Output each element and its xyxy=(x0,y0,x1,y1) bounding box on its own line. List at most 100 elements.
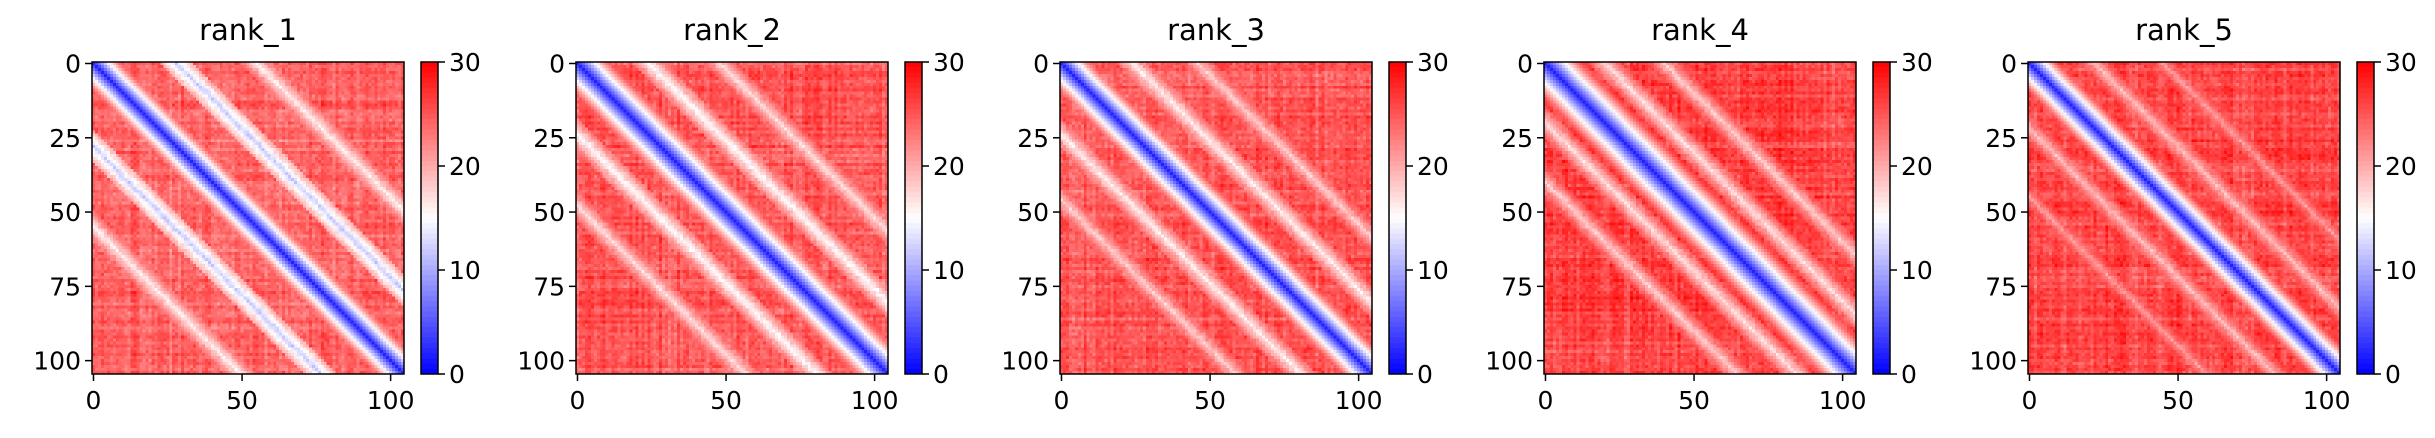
heatmap-cell xyxy=(336,104,339,107)
heatmap-cell xyxy=(241,83,244,86)
heatmap-cell xyxy=(107,92,110,95)
heatmap-cell xyxy=(353,80,356,83)
heatmap-cell xyxy=(398,68,401,71)
heatmap-cell xyxy=(318,92,321,95)
heatmap-cell xyxy=(270,77,273,80)
heatmap-cell xyxy=(175,110,178,113)
heatmap-cell xyxy=(131,110,134,113)
heatmap-cell xyxy=(303,124,306,127)
heatmap-cell xyxy=(327,107,330,110)
heatmap-cell xyxy=(321,127,324,130)
heatmap-cell xyxy=(244,77,247,80)
heatmap-cell xyxy=(163,98,166,101)
heatmap-cell xyxy=(187,101,190,104)
heatmap-cell xyxy=(128,83,131,86)
heatmap-cell xyxy=(238,104,241,107)
heatmap-cell xyxy=(143,130,146,133)
heatmap-cell xyxy=(339,115,342,118)
heatmap-cell xyxy=(392,77,395,80)
heatmap-cell xyxy=(300,124,303,127)
heatmap-cell xyxy=(249,89,252,92)
heatmap-cell xyxy=(315,113,318,116)
heatmap-cell xyxy=(143,113,146,116)
heatmap-cell xyxy=(255,121,258,124)
heatmap-cell xyxy=(321,65,324,68)
heatmap-cell xyxy=(398,89,401,92)
heatmap-cell xyxy=(172,95,175,98)
heatmap-cell xyxy=(122,86,125,89)
heatmap-cell xyxy=(333,74,336,77)
heatmap-cell xyxy=(145,86,148,89)
heatmap-cell xyxy=(229,124,232,127)
heatmap-cell xyxy=(128,98,131,101)
heatmap-cell xyxy=(178,121,181,124)
heatmap-cell xyxy=(131,118,134,121)
heatmap-cell xyxy=(110,74,113,77)
heatmap-cell xyxy=(131,121,134,124)
heatmap-cell xyxy=(333,65,336,68)
heatmap-cell xyxy=(151,98,154,101)
heatmap-cell xyxy=(95,74,98,77)
heatmap-cell xyxy=(351,127,354,130)
heatmap-cell xyxy=(140,121,143,124)
heatmap-cell xyxy=(119,115,122,118)
heatmap-cell xyxy=(264,104,267,107)
heatmap-cell xyxy=(107,127,110,130)
heatmap-cell xyxy=(348,113,351,116)
heatmap-cell xyxy=(238,115,241,118)
heatmap-cell xyxy=(148,95,151,98)
heatmap-cell xyxy=(175,101,178,104)
heatmap-cell xyxy=(95,121,98,124)
heatmap-cell xyxy=(166,92,169,95)
heatmap-cell xyxy=(169,127,172,130)
heatmap-cell xyxy=(175,77,178,80)
heatmap-cell xyxy=(386,68,389,71)
heatmap-cell xyxy=(211,95,214,98)
heatmap-cell xyxy=(226,86,229,89)
heatmap-cell xyxy=(116,107,119,110)
heatmap-cell xyxy=(122,104,125,107)
heatmap-cell xyxy=(342,124,345,127)
heatmap-cell xyxy=(327,89,330,92)
heatmap-cell xyxy=(309,77,312,80)
heatmap-cell xyxy=(110,86,113,89)
heatmap-cell xyxy=(386,118,389,121)
heatmap-cell xyxy=(113,89,116,92)
heatmap-cell xyxy=(330,124,333,127)
heatmap-cell xyxy=(211,115,214,118)
heatmap-cell xyxy=(244,89,247,92)
heatmap-cell xyxy=(131,80,134,83)
heatmap-cell xyxy=(196,95,199,98)
heatmap-cell xyxy=(380,104,383,107)
heatmap-cell xyxy=(339,74,342,77)
heatmap-cell xyxy=(235,124,238,127)
heatmap-cell xyxy=(166,68,169,71)
heatmap-cell xyxy=(163,127,166,130)
heatmap-cell xyxy=(244,113,247,116)
heatmap-cell xyxy=(351,98,354,101)
heatmap-cell xyxy=(226,110,229,113)
heatmap-cell xyxy=(178,74,181,77)
heatmap-cell xyxy=(217,104,220,107)
heatmap-cell xyxy=(258,115,261,118)
heatmap-cell xyxy=(365,127,368,130)
heatmap-cell xyxy=(178,101,181,104)
heatmap-cell xyxy=(175,121,178,124)
heatmap-cell xyxy=(193,121,196,124)
heatmap-cell xyxy=(157,104,160,107)
heatmap-cell xyxy=(187,115,190,118)
heatmap-cell xyxy=(110,71,113,74)
heatmap-cell xyxy=(95,65,98,68)
heatmap-cell xyxy=(348,104,351,107)
heatmap-cell xyxy=(288,113,291,116)
heatmap-cell xyxy=(362,80,365,83)
heatmap-cell xyxy=(235,68,238,71)
heatmap-cell xyxy=(205,89,208,92)
heatmap-cell xyxy=(137,107,140,110)
heatmap-cell xyxy=(267,83,270,86)
heatmap-cell xyxy=(223,107,226,110)
heatmap-cell xyxy=(247,98,250,101)
heatmap-cell xyxy=(276,80,279,83)
heatmap-cell xyxy=(255,104,258,107)
heatmap-cell xyxy=(137,86,140,89)
